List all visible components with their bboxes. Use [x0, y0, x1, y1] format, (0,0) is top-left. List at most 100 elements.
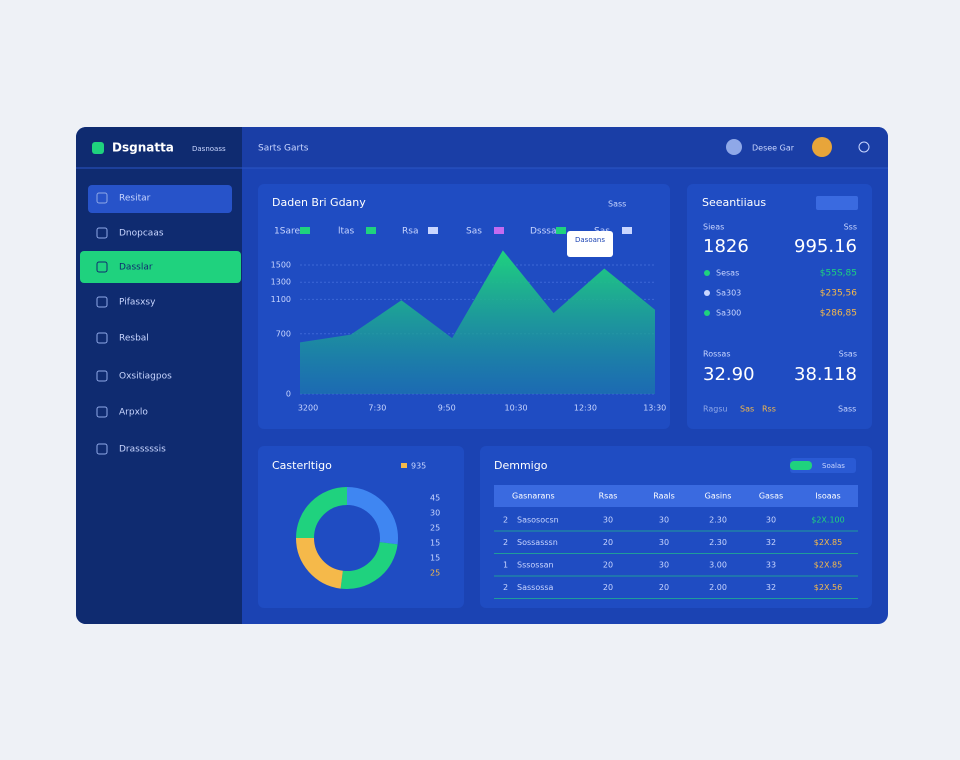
table-header: Rsas: [599, 492, 618, 501]
stat-row-value: $286,85: [820, 309, 857, 319]
stat-value: 38.118: [794, 364, 857, 385]
stat-foot: Ragsu: [703, 405, 728, 414]
nav-label[interactable]: Resitar: [119, 194, 151, 204]
table-cell: Sasosocsn: [517, 516, 559, 525]
table-cell: Sassossa: [517, 583, 554, 592]
stat-label: Ssas: [839, 350, 857, 359]
stat-foot: Sas: [740, 405, 754, 414]
nav-icon: [96, 227, 108, 239]
legend-label: 935: [411, 462, 426, 471]
stat-row-value: $55S,85: [820, 269, 857, 279]
legend-label: ltas: [338, 227, 355, 237]
donut-segment: [346, 487, 398, 545]
y-tick-label: 1500: [271, 261, 291, 270]
stat-row-value: $235,56: [820, 289, 857, 299]
nav-label[interactable]: Dnopcaas: [119, 229, 164, 239]
donut-segment: [296, 487, 348, 539]
logo: [92, 142, 104, 154]
toggle-knob[interactable]: [790, 461, 812, 470]
table-cell: 30: [766, 516, 776, 525]
x-tick-label: 3200: [298, 404, 318, 413]
legend-swatch: [494, 227, 504, 234]
donut-label: 45: [430, 494, 440, 503]
nav-label[interactable]: Drasssssis: [119, 445, 166, 455]
y-tick-label: 1300: [271, 278, 291, 287]
icon[interactable]: [858, 141, 870, 153]
table-cell: 2.30: [709, 516, 727, 525]
toggle-label: Soalas: [822, 462, 845, 470]
panel-title: Daden Bri Gdany: [272, 196, 366, 209]
table-cell: 20: [659, 583, 669, 592]
table-cell: Sssossan: [517, 561, 554, 570]
table-header: Gasnarans: [512, 492, 555, 501]
table-cell: 2: [503, 583, 508, 592]
legend-label: 1Sare: [274, 227, 300, 237]
table-cell: 2: [503, 538, 508, 547]
legend-swatch: [401, 463, 407, 468]
table-header: Gasins: [705, 492, 732, 501]
y-tick-label: 700: [276, 329, 291, 338]
tooltip: [567, 231, 613, 257]
stat-value: 995.16: [794, 236, 857, 257]
nav-label[interactable]: Arpxlo: [119, 408, 148, 418]
legend-swatch: [300, 227, 310, 234]
stat-foot: Rss: [762, 405, 776, 414]
table-cell: $2X.56: [814, 583, 842, 592]
x-tick-label: 7:30: [368, 404, 386, 413]
breadcrumb: Sarts Garts: [258, 144, 309, 154]
stat-label: Rossas: [703, 350, 731, 359]
nav-label[interactable]: Oxsitiagpos: [119, 372, 172, 382]
stat-value: 1826: [703, 236, 749, 257]
user-name: Desee Gar: [752, 144, 795, 153]
table-cell: $2X.85: [814, 561, 842, 570]
nav-highlight[interactable]: [88, 185, 232, 213]
table-header: Gasas: [759, 492, 783, 501]
donut-label: 25: [430, 569, 440, 578]
stat-label: Sss: [844, 223, 857, 232]
y-tick-label: 1100: [271, 295, 291, 304]
button[interactable]: [816, 196, 858, 210]
stat-row-label: Sa303: [716, 289, 741, 298]
bullet: [704, 270, 710, 276]
nav-label[interactable]: Dasslar: [119, 263, 153, 273]
nav-icon: [96, 370, 108, 382]
table-cell: 30: [603, 516, 613, 525]
table-cell: 32: [766, 583, 776, 592]
table-cell: Sossasssn: [517, 538, 558, 547]
stat-value: 32.90: [703, 364, 755, 385]
nav-icon: [96, 406, 108, 418]
table-cell: 20: [603, 561, 613, 570]
table-cell: 20: [603, 538, 613, 547]
avatar[interactable]: [812, 137, 832, 157]
nav-active[interactable]: [80, 251, 241, 283]
stat-foot: Sass: [838, 405, 856, 414]
nav-icon: [96, 332, 108, 344]
nav-icon: [96, 296, 108, 308]
nav-label[interactable]: Pifasxsy: [119, 298, 156, 308]
table-cell: 3.00: [709, 561, 727, 570]
icon[interactable]: [726, 139, 742, 155]
panel-title: Seeantiiaus: [702, 196, 766, 209]
x-tick-label: 13:30: [643, 404, 666, 413]
nav-icon: [96, 261, 108, 273]
bullet: [704, 310, 710, 316]
stats-panel: [687, 184, 872, 429]
bullet: [704, 290, 710, 296]
table-cell: 20: [603, 583, 613, 592]
table-cell: 2.30: [709, 538, 727, 547]
legend-swatch: [428, 227, 438, 234]
legend-label: Rsa: [402, 227, 418, 237]
table-cell: 2: [503, 516, 508, 525]
table-cell: $2X.100: [811, 516, 844, 525]
nav-label[interactable]: Resbal: [119, 334, 149, 344]
table-cell: 1: [503, 561, 508, 570]
table-header-bg: [494, 485, 858, 507]
table-cell: $2X.85: [814, 538, 842, 547]
x-tick-label: 12:30: [574, 404, 597, 413]
stat-label: Sieas: [703, 223, 724, 232]
legend-label: Sas: [466, 227, 482, 237]
menu[interactable]: Sass: [608, 200, 626, 209]
donut-label: 30: [430, 509, 440, 518]
